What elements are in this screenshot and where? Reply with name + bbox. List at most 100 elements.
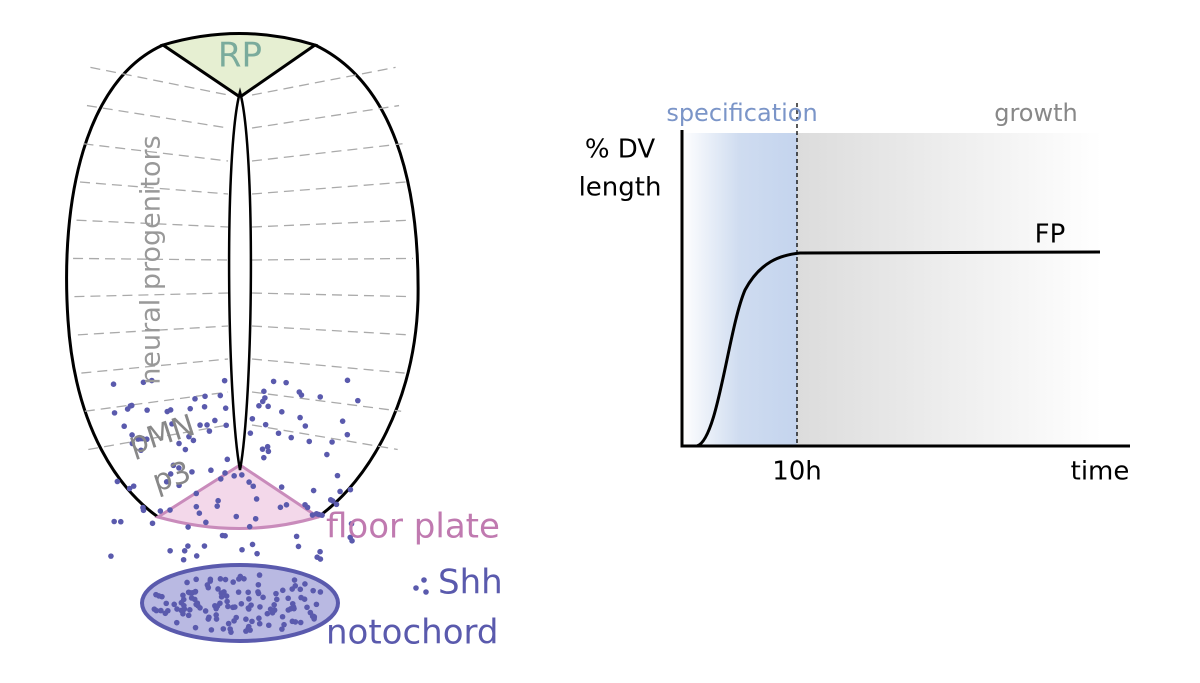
shh-dot: [329, 439, 335, 445]
roof-plate-label: RP: [218, 36, 262, 76]
shh-dot: [260, 594, 266, 601]
boundary-dash: [251, 325, 409, 336]
shh-dot: [224, 456, 231, 463]
shh-dot: [317, 394, 324, 400]
shh-dot: [223, 422, 230, 429]
shh-dot: [204, 422, 210, 428]
progenitor-boundaries: [73, 66, 413, 451]
boundary-dash: [251, 66, 396, 96]
shh-dot: [250, 483, 257, 490]
x-axis-label: time: [1071, 457, 1130, 487]
shh-dot: [190, 437, 197, 444]
shh-dot: [279, 409, 285, 415]
notochord-label: notochord: [326, 613, 499, 653]
shh-dot: [222, 576, 229, 583]
shh-dot: [193, 503, 200, 510]
specification-band: [682, 133, 797, 446]
shh-dot: [191, 596, 198, 603]
shh-dot: [215, 497, 221, 504]
shh-dot: [151, 606, 158, 612]
boundary-dash: [251, 358, 405, 374]
shh-dot: [214, 503, 221, 509]
shh-dot: [187, 607, 193, 613]
shh-dot: [264, 610, 271, 617]
shh-dot: [264, 443, 271, 450]
shh-dot: [271, 607, 278, 613]
shh-dot: [306, 438, 313, 445]
shh-dot: [344, 431, 351, 438]
shh-dot: [180, 556, 187, 563]
shh-dot: [238, 600, 245, 607]
shh-dot: [256, 403, 262, 409]
shh-dot: [203, 519, 209, 526]
shh-dot: [285, 595, 291, 602]
shh-dot: [208, 627, 215, 633]
shh-dot: [149, 520, 156, 527]
shh-dot: [135, 436, 141, 442]
shh-dot: [248, 602, 254, 608]
shh-dot: [333, 501, 340, 508]
shh-dot: [344, 377, 351, 384]
shh-dot: [298, 392, 305, 398]
shh-dot: [254, 550, 260, 557]
boundary-dash: [251, 391, 402, 412]
shh-dot: [231, 473, 237, 479]
shh-dot: [165, 607, 171, 614]
shh-dot: [157, 508, 164, 514]
shh-dot: [207, 576, 214, 583]
shh-dot: [307, 609, 314, 616]
x-tick-label: 10h: [772, 457, 822, 487]
shh-dot: [310, 487, 317, 494]
neural-tube: RP neural progenitors pMN p3 floor plate…: [65, 32, 503, 653]
boundary-dash: [86, 104, 229, 129]
shh-dot: [316, 511, 322, 518]
shh-dot: [297, 586, 304, 593]
shh-dot: [289, 586, 296, 592]
shh-dot: [247, 430, 254, 436]
shh-dot: [279, 626, 285, 632]
boundary-dash: [251, 257, 413, 261]
pmn-label: pMN: [124, 408, 199, 462]
shh-dot: [201, 543, 208, 549]
shh-dot: [143, 436, 150, 443]
progenitors-label: neural progenitors: [136, 135, 167, 384]
shh-dot: [222, 405, 229, 411]
boundary-dash: [88, 424, 229, 451]
specification-label: specification: [666, 99, 817, 127]
boundary-dash: [81, 358, 229, 374]
shh-dot: [217, 576, 224, 582]
shh-dot: [255, 589, 261, 595]
shh-dot: [174, 606, 180, 612]
shh-dot: [249, 415, 256, 422]
boundary-dash: [74, 292, 229, 298]
shh-dot: [283, 502, 290, 508]
shh-label: Shh: [438, 563, 503, 603]
legend-dot: [413, 585, 419, 591]
shh-dot: [314, 554, 320, 561]
shh-dot: [228, 629, 234, 635]
shh-dot: [185, 524, 191, 530]
shh-dot: [153, 591, 159, 598]
shh-dot: [279, 613, 286, 620]
shh-dot: [249, 618, 255, 625]
shh-dot: [158, 607, 164, 614]
shh-dot: [347, 486, 354, 493]
shh-dot: [220, 626, 227, 632]
shh-dot: [288, 434, 295, 441]
shh-dot: [265, 403, 271, 410]
shh-dot: [180, 592, 186, 599]
shh-dot: [167, 547, 173, 554]
shh-dot: [224, 598, 230, 605]
shh-dot: [302, 581, 308, 587]
shh-dot: [270, 378, 277, 385]
graph: specification growth % DV length 10h tim…: [579, 99, 1130, 487]
shh-dot: [213, 612, 219, 618]
shh-dot: [295, 543, 302, 550]
shh-dot: [252, 515, 259, 522]
shh-dot: [111, 518, 117, 525]
shh-dot: [193, 576, 199, 583]
shh-dot: [130, 483, 137, 489]
shh-dot: [245, 623, 252, 630]
shh-dot: [192, 396, 198, 402]
